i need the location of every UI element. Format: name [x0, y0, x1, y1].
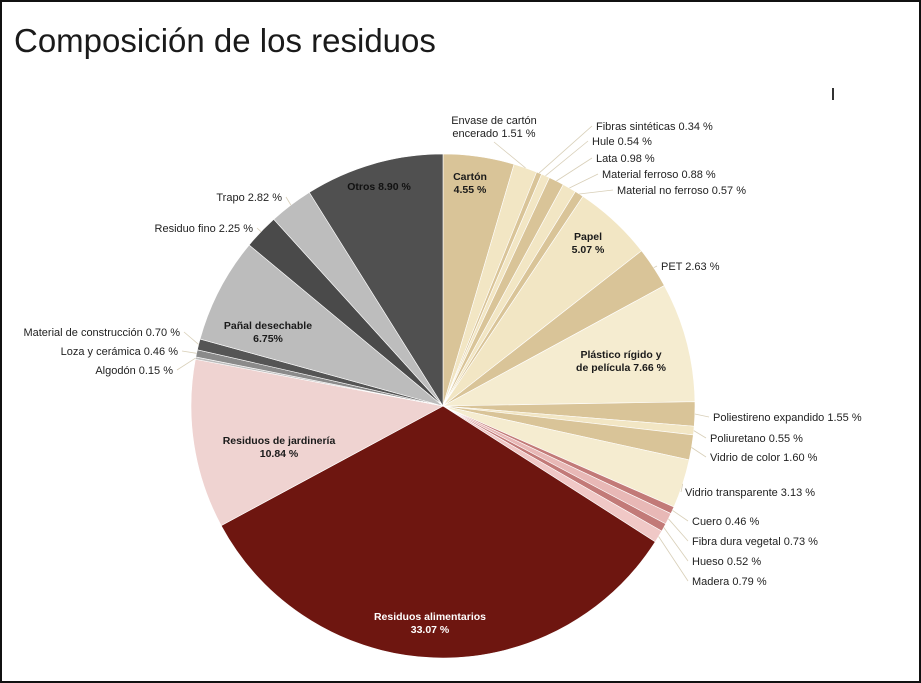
label-cuero: Cuero 0.46 % [692, 516, 759, 528]
slice-panal-desechable [199, 244, 444, 407]
page-title: Composición de los residuos [14, 22, 436, 59]
leader-hueso [663, 527, 689, 562]
slice-otros [308, 153, 444, 408]
slice-residuos-alimentarios [220, 405, 656, 659]
leader-envase-de-carton-encerado [493, 141, 526, 169]
label-loza-y-ceramica: Loza y cerámica 0.46 % [61, 346, 179, 358]
leader-madera [658, 536, 689, 582]
label-fibra-dura-vegetal: Fibra dura vegetal 0.73 % [692, 536, 818, 548]
leader-material-ferroso [569, 173, 599, 189]
label-fibras-sinteticas: Fibras sintéticas 0.34 % [596, 121, 713, 133]
leader-lines [176, 125, 710, 582]
label-vidrio-de-color: Vidrio de color 1.60 % [710, 452, 818, 464]
label-material-ferroso: Material ferroso 0.88 % [602, 169, 716, 181]
leader-vidrio-transparente [680, 483, 684, 493]
leader-hule [545, 140, 589, 177]
leader-poliestireno-expandido [694, 413, 710, 418]
label-poliestireno-expandido: Poliestireno expandido 1.55 % [713, 412, 862, 424]
leader-pet [653, 265, 658, 269]
leader-fibra-dura-vegetal [668, 518, 689, 542]
label-hule: Hule 0.54 % [592, 136, 652, 148]
label-residuos-alimentarios: Residuos alimentarios 33.07 % [374, 611, 486, 636]
label-madera: Madera 0.79 % [692, 576, 767, 588]
slice-residuos-de-jardineria [190, 358, 444, 526]
pie-slices [190, 153, 696, 659]
slice-labels: Cartón 4.55 % Envase de cartón encerado 1.5… [23, 115, 861, 636]
leader-vidrio-de-color [691, 447, 707, 458]
leader-cuero [672, 509, 689, 522]
leader-trapo [285, 196, 292, 206]
label-envase-de-carton-encerado: Envase de cartón encerado 1.51 % [451, 115, 537, 140]
leader-lata [556, 157, 593, 182]
label-material-de-construccion: Material de construcción 0.70 % [23, 327, 180, 339]
label-material-no-ferroso: Material no ferroso 0.57 % [617, 185, 746, 197]
label-vidrio-transparente: Vidrio transparente 3.13 % [685, 487, 815, 499]
leader-fibras-sinteticas [538, 125, 593, 174]
slice-plastico-rigido-y-de-pelicula [442, 285, 696, 407]
label-residuos-de-jardineria: Residuos de jardinería 10.84 % [223, 435, 336, 460]
label-residuo-fino: Residuo fino 2.25 % [155, 223, 254, 235]
leader-poliuretano [693, 430, 707, 439]
label-hueso: Hueso 0.52 % [692, 556, 761, 568]
label-poliuretano: Poliuretano 0.55 % [710, 433, 803, 445]
leader-residuo-fino [256, 227, 262, 232]
leader-loza-y-ceramica [181, 350, 197, 354]
label-plastico-rigido-y-de-pelicula: Plástico rígido y de película 7.66 % [576, 349, 667, 374]
label-algodon: Algodón 0.15 % [95, 365, 173, 377]
label-trapo: Trapo 2.82 % [216, 192, 282, 204]
label-lata: Lata 0.98 % [596, 153, 655, 165]
leader-material-de-construccion [183, 331, 199, 345]
label-otros: Otros 8.90 % [347, 181, 411, 193]
label-carton: Cartón 4.55 % [453, 171, 487, 196]
leader-algodon [176, 357, 196, 371]
leader-material-no-ferroso [579, 189, 614, 195]
label-pet: PET 2.63 % [661, 261, 720, 273]
label-panal-desechable: Pañal desechable 6.75% [224, 320, 312, 345]
label-papel: Papel 5.07 % [572, 231, 605, 256]
text-cursor [832, 88, 834, 100]
